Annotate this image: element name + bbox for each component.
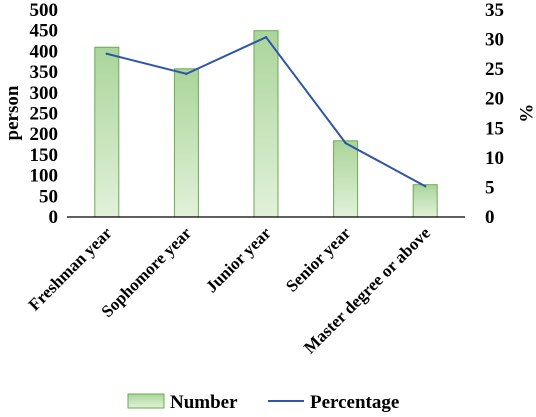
line-point — [264, 36, 268, 39]
line-point — [105, 52, 109, 55]
legend-percentage-label: Percentage — [310, 392, 399, 413]
left-tick-label: 0 — [49, 207, 59, 228]
right-tick-label: 30 — [485, 30, 504, 51]
legend-number-swatch — [127, 393, 165, 409]
line-point — [185, 72, 188, 76]
right-axis-ticks: 0 5 10 15 20 25 30 35 — [485, 0, 504, 228]
legend: Number Percentage — [127, 392, 399, 413]
left-axis-title: person — [2, 85, 23, 140]
left-tick-label: 400 — [30, 41, 59, 62]
right-tick-label: 5 — [485, 177, 495, 198]
left-tick-label: 200 — [30, 124, 59, 145]
bar-series — [94, 30, 438, 218]
bar — [173, 68, 199, 218]
legend-number-label: Number — [170, 392, 238, 413]
left-tick-label: 150 — [30, 145, 59, 166]
left-tick-label: 100 — [30, 166, 59, 187]
left-tick-label: 350 — [30, 62, 59, 83]
right-axis-title: % — [515, 104, 536, 123]
bar — [412, 184, 438, 218]
left-tick-label: 300 — [30, 83, 59, 104]
bar — [253, 30, 279, 218]
line-point — [344, 141, 347, 145]
right-tick-label: 15 — [485, 118, 504, 139]
right-tick-label: 25 — [485, 59, 504, 80]
left-tick-label: 50 — [39, 186, 58, 207]
right-tick-label: 20 — [485, 89, 504, 110]
left-tick-label: 450 — [30, 21, 59, 42]
category-label: Junior year — [202, 223, 275, 296]
bar — [333, 140, 359, 218]
category-label: Freshman year — [25, 223, 116, 314]
bar — [94, 46, 120, 218]
line-series — [105, 35, 427, 188]
right-tick-label: 35 — [485, 0, 504, 21]
left-tick-label: 250 — [30, 104, 59, 125]
category-label: Senior year — [282, 223, 355, 296]
right-tick-label: 10 — [485, 148, 504, 169]
left-tick-label: 500 — [30, 0, 59, 21]
right-tick-label: 0 — [485, 207, 495, 228]
line-point — [424, 185, 427, 188]
